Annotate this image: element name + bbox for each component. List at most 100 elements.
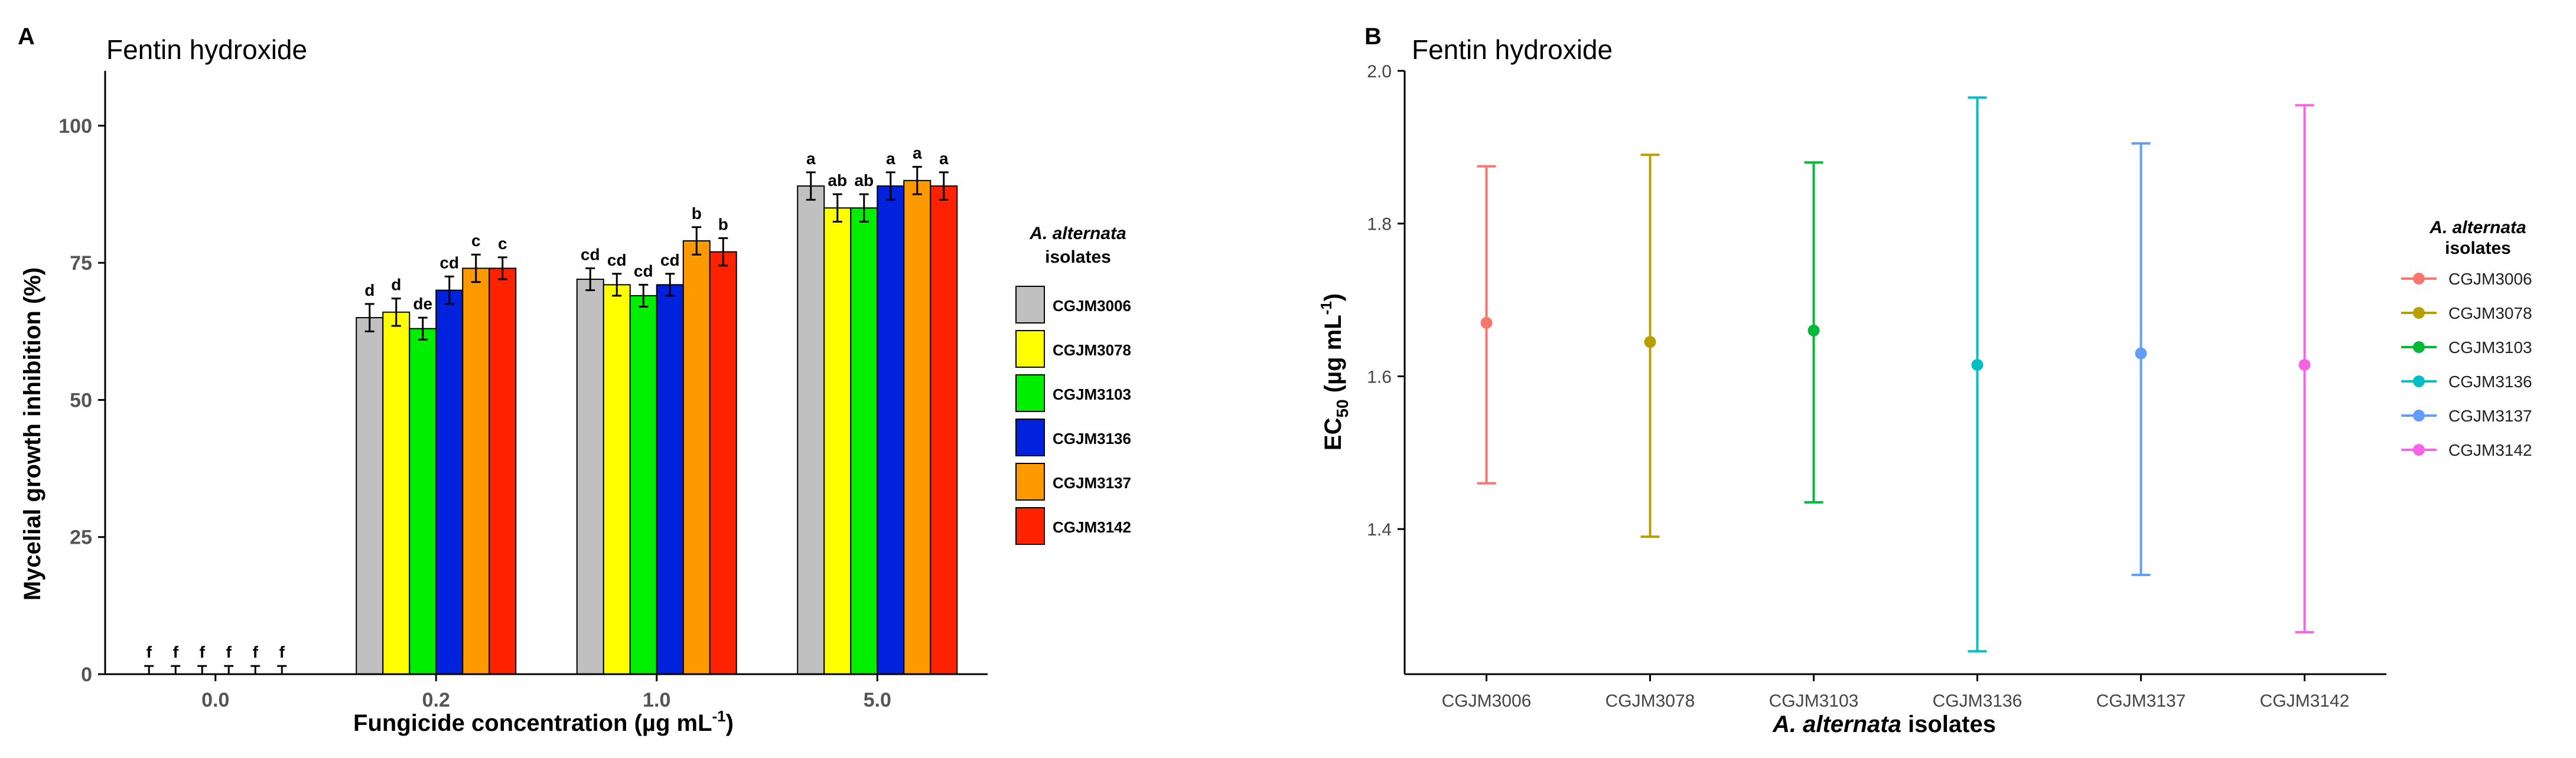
- panel-b-ticks: 1.4 1.6 1.8 2.0 CGJM3006 CGJM3078 CGJM3103 CGJM…: [1367, 62, 2349, 711]
- legend-label-CGJM3137: CGJM3137: [2448, 407, 2532, 425]
- legend-point-CGJM3136: [2413, 375, 2425, 387]
- significance-letter-CGJM3137-5.0: a: [913, 144, 922, 162]
- significance-letter-CGJM3136-5.0: a: [886, 149, 895, 168]
- panel-b-x-tick-label: CGJM3103: [1769, 691, 1859, 711]
- significance-letter-CGJM3078-5.0: ab: [828, 171, 847, 190]
- legend-label-CGJM3103: CGJM3103: [2448, 338, 2532, 357]
- panel-b-x-tick-label: CGJM3078: [1605, 691, 1695, 711]
- legend-swatch-CGJM3136: [1015, 419, 1045, 456]
- significance-letter-CGJM3142-0.2: c: [498, 234, 507, 253]
- panel-b-marks: [1477, 96, 2314, 653]
- panel-a-legend-title-line1: A. alternata: [1029, 224, 1126, 243]
- panel-a-legend-title-line2: isolates: [1045, 247, 1111, 267]
- legend-point-CGJM3137: [2413, 410, 2425, 422]
- legend-swatch-CGJM3078: [1015, 330, 1045, 368]
- panel-b-x-tick-label: CGJM3006: [1442, 691, 1532, 711]
- significance-letter-CGJM3006-0.2: d: [364, 281, 374, 299]
- legend-point-CGJM3103: [2413, 341, 2425, 353]
- bar-CGJM3006-1.0: [576, 279, 604, 675]
- legend-label-CGJM3137: CGJM3137: [1053, 474, 1131, 492]
- panel-a-letter: A: [18, 24, 35, 50]
- legend-swatch-CGJM3142: [1015, 507, 1045, 545]
- point-CGJM3006: [1480, 316, 1493, 329]
- bar-CGJM3006-5.0: [797, 185, 825, 675]
- point-CGJM3103: [1808, 324, 1820, 336]
- panel-b-scatter-chart: B Fentin hydroxide 1.4 1.6 1.8 2.0 CGJM3006 C…: [1317, 24, 2532, 737]
- legend-label-CGJM3078: CGJM3078: [2448, 304, 2532, 322]
- point-CGJM3078: [1644, 336, 1656, 348]
- legend-label-CGJM3006: CGJM3006: [1053, 297, 1131, 315]
- panel-a-legend: A. alternata isolates CGJM3006 CGJM3078 CG…: [1015, 224, 1131, 545]
- panel-a-y-tick-label: 75: [70, 252, 92, 275]
- bar-CGJM3136-0.2: [435, 289, 464, 675]
- point-CGJM3137: [2135, 347, 2147, 360]
- panel-b-legend-title-line1: A. alternata: [2429, 218, 2526, 237]
- significance-letter-CGJM3142-0.0: f: [279, 643, 285, 661]
- bar-CGJM3078-1.0: [603, 284, 631, 675]
- bar-CGJM3142-1.0: [709, 251, 737, 675]
- significance-letter-CGJM3137-0.2: c: [471, 231, 481, 250]
- panel-a-x-tick-label: 1.0: [643, 689, 670, 711]
- bar-CGJM3078-5.0: [823, 207, 852, 675]
- significance-letter-CGJM3103-5.0: ab: [854, 171, 874, 190]
- legend-point-CGJM3078: [2413, 307, 2425, 319]
- legend-point-CGJM3006: [2413, 273, 2425, 285]
- panel-a-y-tick-label: 0: [81, 664, 92, 686]
- panel-b-legend-title-line2: isolates: [2445, 238, 2511, 258]
- point-CGJM3136: [1971, 359, 1984, 371]
- panel-b-x-tick-label: CGJM3142: [2260, 691, 2350, 711]
- panel-b-y-tick-label: 1.6: [1367, 367, 1392, 387]
- significance-letter-CGJM3142-1.0: b: [718, 215, 728, 233]
- significance-letter-CGJM3103-1.0: cd: [634, 262, 653, 280]
- significance-letter-CGJM3137-1.0: b: [692, 204, 702, 223]
- panel-a-title: Fentin hydroxide: [106, 34, 307, 65]
- panel-b-y-tick-label: 2.0: [1367, 62, 1392, 81]
- bar-CGJM3103-1.0: [629, 295, 657, 675]
- panel-b-y-tick-label: 1.4: [1367, 520, 1392, 540]
- panel-a-y-axis-title: Mycelial growth inhibition (%): [19, 267, 45, 600]
- panel-b-x-axis-title: A. alternata isolates: [1772, 711, 1996, 737]
- panel-a-x-tick-label: 5.0: [864, 689, 891, 711]
- significance-letter-CGJM3103-0.0: f: [200, 643, 206, 661]
- significance-letter-CGJM3136-0.0: f: [226, 643, 232, 661]
- panel-b-x-tick-label: CGJM3137: [2096, 691, 2186, 711]
- point-CGJM3142: [2298, 359, 2311, 371]
- legend-swatch-CGJM3006: [1015, 286, 1045, 324]
- bar-CGJM3136-1.0: [656, 284, 684, 675]
- bar-CGJM3137-1.0: [682, 240, 711, 675]
- significance-letter-CGJM3006-0.0: f: [146, 643, 152, 661]
- bar-CGJM3137-5.0: [903, 179, 932, 675]
- legend-swatch-CGJM3103: [1015, 374, 1045, 412]
- legend-label-CGJM3142: CGJM3142: [1053, 518, 1131, 536]
- significance-letter-CGJM3103-0.2: de: [413, 295, 432, 313]
- panel-b-y-axis-title: EC50 (µg mL-1): [1317, 293, 1351, 450]
- panel-a-y-tick-label: 25: [70, 527, 92, 549]
- significance-letter-CGJM3078-0.2: d: [391, 276, 401, 294]
- bar-CGJM3078-0.2: [382, 311, 411, 675]
- panel-a-x-tick-label: 0.0: [201, 689, 229, 711]
- significance-letter-CGJM3006-5.0: a: [806, 149, 816, 168]
- legend-label-CGJM3136: CGJM3136: [2448, 373, 2532, 391]
- legend-label-CGJM3078: CGJM3078: [1053, 341, 1131, 359]
- panel-a-y-tick-label: 100: [58, 115, 92, 138]
- significance-letter-CGJM3137-0.0: f: [253, 643, 259, 661]
- legend-label-CGJM3006: CGJM3006: [2448, 270, 2532, 288]
- panel-b-letter: B: [1364, 24, 1382, 50]
- significance-letter-CGJM3136-1.0: cd: [660, 251, 680, 269]
- bar-CGJM3137-0.2: [462, 267, 490, 675]
- bar-CGJM3006-0.2: [356, 317, 384, 675]
- panel-a-ticks: 0 25 50 75 100 0.0 0.2 1.0 5.0: [58, 115, 891, 711]
- panel-b-x-tick-label: CGJM3136: [1933, 691, 2023, 711]
- significance-letter-CGJM3006-1.0: cd: [581, 245, 600, 263]
- bar-CGJM3142-5.0: [930, 185, 958, 675]
- panel-a-x-axis-title: Fungicide concentration (µg mL-1): [353, 707, 734, 736]
- significance-letter-CGJM3078-0.0: f: [173, 643, 179, 661]
- significance-letter-CGJM3142-5.0: a: [939, 149, 949, 168]
- significance-letter-CGJM3136-0.2: cd: [439, 253, 459, 272]
- panel-a-x-tick-label: 0.2: [422, 689, 450, 711]
- bar-CGJM3136-5.0: [877, 185, 905, 675]
- legend-label-CGJM3142: CGJM3142: [2448, 441, 2532, 459]
